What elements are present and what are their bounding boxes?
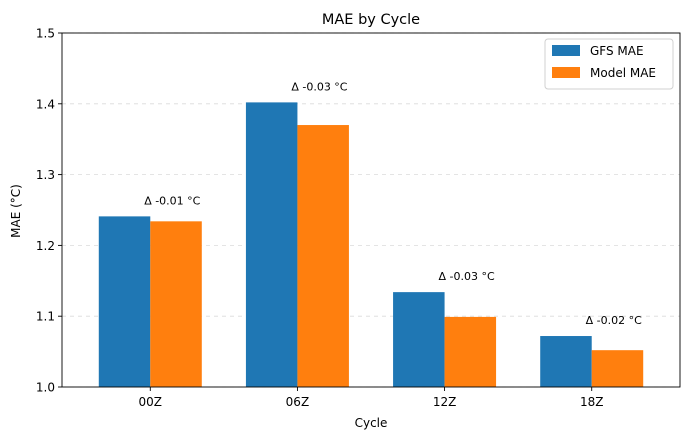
legend-swatch-model xyxy=(552,67,580,78)
delta-annotation: Δ -0.03 °C xyxy=(438,270,494,283)
bar-gfs-12z xyxy=(393,292,445,387)
bar-model-00z xyxy=(150,221,202,387)
y-tick-label: 1.2 xyxy=(36,239,55,253)
delta-annotation: Δ -0.02 °C xyxy=(586,314,642,327)
delta-annotation: Δ -0.03 °C xyxy=(291,80,347,93)
y-axis-label: MAE (°C) xyxy=(9,184,23,238)
bar-model-06z xyxy=(297,125,349,387)
bar-model-12z xyxy=(444,316,497,387)
y-tick-label: 1.1 xyxy=(36,310,55,324)
legend-swatch-gfs xyxy=(552,45,580,56)
chart-title: MAE by Cycle xyxy=(322,12,420,28)
bars xyxy=(98,102,644,387)
y-tick-label: 1.5 xyxy=(36,27,55,41)
x-tick-label: 00Z xyxy=(139,395,163,409)
x-tick-label: 18Z xyxy=(580,395,604,409)
legend-label-model: Model MAE xyxy=(590,66,656,80)
bar-gfs-00z xyxy=(98,216,151,387)
y-tick-label: 1.4 xyxy=(36,97,55,111)
legend-label-gfs: GFS MAE xyxy=(590,44,644,58)
bar-gfs-06z xyxy=(245,102,298,387)
y-tick-label: 1.0 xyxy=(36,381,55,395)
delta-annotation: Δ -0.01 °C xyxy=(144,194,200,207)
x-ticks: 00Z 06Z 12Z 18Z xyxy=(139,387,604,409)
y-ticks: 1.0 1.1 1.2 1.3 1.4 1.5 xyxy=(36,27,62,395)
x-tick-label: 06Z xyxy=(286,395,310,409)
plot-frame xyxy=(61,32,681,388)
annotations: Δ -0.01 °C Δ -0.03 °C Δ -0.03 °C Δ -0.02 °C xyxy=(144,80,642,327)
y-tick-label: 1.3 xyxy=(36,168,55,182)
legend: GFS MAE Model MAE xyxy=(544,38,674,90)
x-axis-label: Cycle xyxy=(355,416,388,430)
x-tick-label: 12Z xyxy=(433,395,457,409)
bar-gfs-18z xyxy=(540,336,592,387)
bar-model-18z xyxy=(591,350,644,387)
